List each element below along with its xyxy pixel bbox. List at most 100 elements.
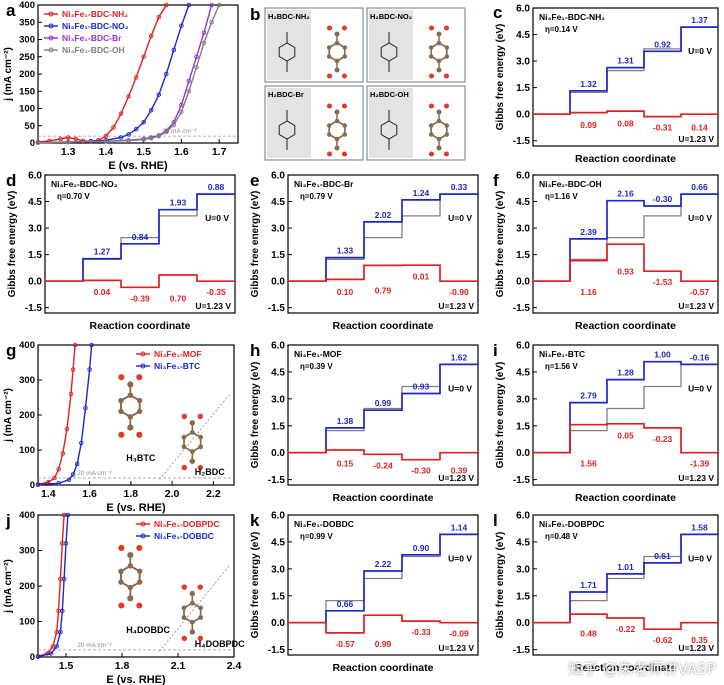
- data-point: [83, 405, 88, 411]
- carbon-atom: [189, 420, 196, 426]
- data-point: [141, 54, 146, 60]
- u0-label: U=0 V: [205, 213, 229, 223]
- carbon-atom: [326, 45, 332, 50]
- data-point: [141, 137, 146, 142]
- step-series-1: [533, 243, 718, 283]
- step-label-u123: -1.39: [690, 459, 710, 469]
- legend-marker-2: [48, 35, 54, 41]
- step-label-u123: 1.56: [580, 459, 597, 469]
- step-label-u0: 1.33: [337, 246, 354, 256]
- carbon-atom: [181, 444, 187, 450]
- data-point: [52, 475, 57, 481]
- x-tick-label: 2.0: [165, 488, 180, 500]
- data-point: [70, 472, 76, 477]
- carbon-atom: [326, 132, 332, 137]
- y-tick-label: 1.5: [271, 421, 285, 432]
- u0-label: U=0 V: [688, 46, 712, 56]
- step-label-u123: 0.39: [451, 466, 468, 476]
- chart-l: -1.5 0.0 1.5 3.0 4.5 6.0 Gibbs free energy (eV…: [495, 511, 719, 674]
- y-tick-label: 0: [30, 138, 35, 149]
- x-axis-label: Reaction coordinate: [575, 492, 676, 504]
- plot-frame: [532, 174, 719, 314]
- overpotential-label: η=0.99 V: [300, 532, 333, 541]
- data-point: [65, 139, 71, 145]
- ligand-label: H₂BDC-OH: [370, 90, 409, 99]
- x-tick-label: 2.4: [227, 660, 242, 672]
- carbon-atom: [428, 54, 434, 59]
- data-point: [63, 541, 69, 546]
- data-point: [201, 40, 207, 46]
- data-point: [35, 654, 41, 659]
- step-label-u0: 1.24: [413, 188, 430, 198]
- legend-entry-0: Ni₃Fe₁-MOF: [154, 349, 202, 359]
- y-tick-label: 1.5: [28, 250, 42, 261]
- legend-entry-1: Ni₃Fe₁-BTC: [154, 361, 200, 371]
- data-point: [148, 107, 154, 113]
- y-tick-label: 0.0: [516, 618, 530, 629]
- skeletal-formula: [380, 110, 398, 150]
- skeletal-formula: [278, 32, 296, 72]
- legend-marker-1: [140, 533, 146, 539]
- divider-line: [159, 393, 231, 480]
- carbon-atom: [342, 132, 348, 137]
- step-label-u123: -0.30: [411, 466, 431, 476]
- x-axis-label: Reaction coordinate: [333, 320, 434, 332]
- oxygen-atom: [326, 25, 333, 31]
- oxygen-atom: [197, 464, 204, 471]
- benzene-ring: [119, 564, 141, 589]
- u123-label: U=1.23 V: [438, 301, 474, 311]
- step-label-u0: -0.30: [653, 194, 673, 204]
- data-point: [64, 426, 70, 432]
- chart-k: -1.5 0.0 1.5 3.0 4.5 6.0 Gibbs free energy (eV…: [250, 511, 479, 674]
- panel-label-e: e: [250, 171, 259, 190]
- x-axis-label: Reaction coordinate: [333, 662, 434, 674]
- y-tick-label: 6.0: [271, 511, 285, 522]
- x-axis-label: Reaction coordinate: [575, 153, 676, 165]
- data-point: [87, 367, 92, 372]
- y-tick-label: 1.5: [271, 591, 285, 602]
- step-label-u123: -0.09: [449, 629, 469, 639]
- u0-label: U=0 V: [688, 213, 712, 223]
- molecule-sketch: [118, 374, 143, 438]
- legend-entry-2: Ni₃Fe₁-BDC-Br: [62, 33, 122, 43]
- y-tick-label: 1.5: [516, 83, 530, 94]
- data-point: [156, 92, 162, 97]
- y-tick-label: 1.5: [271, 250, 285, 261]
- step-label-u0: 0.66: [337, 599, 354, 609]
- oxygen-atom: [428, 151, 435, 157]
- overpotential-label: η=0.14 V: [545, 25, 578, 34]
- x-tick-label: 1.8: [124, 488, 139, 500]
- step-label-u123: -0.35: [206, 287, 226, 297]
- legend-marker-0: [140, 351, 146, 357]
- y-tick-label: -1.5: [268, 475, 286, 486]
- x-axis-label: Reaction coordinate: [90, 320, 191, 332]
- y-tick-label: 300: [19, 375, 35, 386]
- step-label-u123: -0.57: [335, 639, 355, 649]
- plot-frame: [532, 514, 719, 656]
- chart-i: -1.5 0.0 1.5 3.0 4.5 6.0 Gibbs free energy (eV…: [495, 341, 719, 504]
- oxygen-atom: [428, 25, 435, 31]
- oxygen-atom: [341, 25, 348, 31]
- y-tick-label: 100: [19, 617, 35, 628]
- oxygen-atom: [443, 73, 450, 79]
- data-point: [209, 2, 214, 8]
- oxygen-atom: [443, 25, 450, 31]
- data-point: [65, 135, 71, 140]
- oxygen-atom: [136, 431, 143, 438]
- y-tick-label: 6.0: [271, 341, 285, 352]
- data-point: [118, 111, 124, 116]
- data-point: [164, 129, 169, 135]
- data-point: [186, 88, 192, 94]
- data-point: [118, 135, 124, 140]
- y-tick-label: 3.0: [271, 564, 285, 575]
- y-axis-label: j (mA cm⁻²): [3, 559, 14, 614]
- u123-label: U=1.23 V: [678, 134, 714, 144]
- y-axis-label: Gibbs free energy (eV): [495, 362, 506, 469]
- u123-label: U=1.23 V: [438, 473, 474, 483]
- y-tick-label: 4.5: [516, 537, 530, 548]
- data-point: [65, 512, 71, 518]
- y-axis-label: Gibbs free energy (eV): [495, 24, 506, 131]
- y-tick-label: -1.5: [513, 645, 531, 656]
- y-axis-label: Gibbs free energy (eV): [495, 532, 506, 639]
- y-tick-label: 400: [19, 0, 35, 11]
